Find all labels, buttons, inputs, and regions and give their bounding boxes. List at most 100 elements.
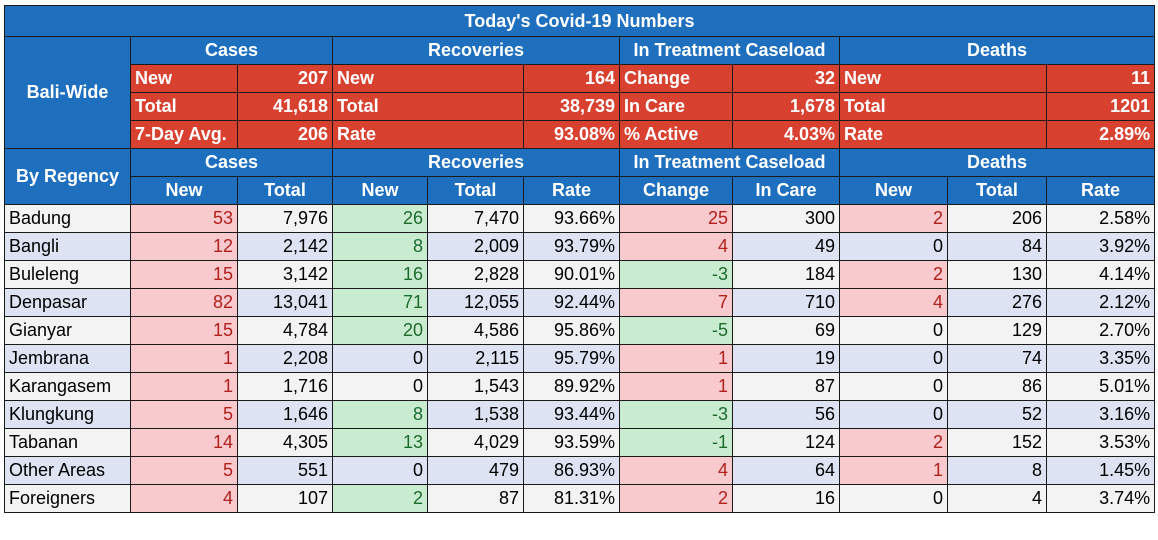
- data-cell: 2.70%: [1045, 316, 1156, 345]
- regency-group-header-row: By Regency Cases Recoveries In Treatment Ca…: [4, 148, 1156, 205]
- column-header: In Care: [732, 176, 840, 205]
- data-cell: -3: [619, 400, 733, 429]
- regency-name: Badung: [4, 204, 131, 233]
- data-cell: 81.31%: [523, 484, 620, 513]
- data-cell: 1,716: [237, 372, 333, 401]
- data-cell: 2,828: [427, 260, 524, 289]
- table-row: Jembrana 1 2,208 0 2,115 95.79% 1 19 0 74 3.35%: [4, 344, 1156, 373]
- data-cell: 2: [332, 484, 428, 513]
- column-header: New: [839, 176, 948, 205]
- data-cell: 8: [332, 400, 428, 429]
- data-cell: 0: [332, 372, 428, 401]
- regency-name: Gianyar: [4, 316, 131, 345]
- summary-value: 1201: [1045, 92, 1156, 121]
- table-row: Foreigners 4 107 2 87 81.31% 2 16 0 4 3.74%: [4, 484, 1156, 513]
- data-cell: 95.79%: [523, 344, 620, 373]
- table-row: Other Areas 5 551 0 479 86.93% 4 64 1 8 1.45%: [4, 456, 1156, 485]
- data-cell: 2: [839, 428, 948, 457]
- data-cell: -3: [619, 260, 733, 289]
- summary-label: 7-Day Avg.: [130, 120, 238, 149]
- data-cell: -1: [619, 428, 733, 457]
- data-cell: 7,976: [237, 204, 333, 233]
- regency-name: Bangli: [4, 232, 131, 261]
- data-cell: 7: [619, 288, 733, 317]
- regency-name: Klungkung: [4, 400, 131, 429]
- data-cell: 124: [732, 428, 840, 457]
- table-row: Gianyar 15 4,784 20 4,586 95.86% -5 69 0 129 2.70%: [4, 316, 1156, 345]
- data-cell: 15: [130, 316, 238, 345]
- bali-summary-row: Total 41,618 Total 38,739 In Care 1,678 Total 1…: [5, 92, 1156, 121]
- bali-summary-row: New 207 New 164 Change 32 New 11: [5, 64, 1156, 93]
- data-cell: 2: [839, 204, 948, 233]
- data-cell: 2: [619, 484, 733, 513]
- data-cell: 20: [332, 316, 428, 345]
- data-cell: 4: [130, 484, 238, 513]
- bali-group-header-row: Bali-Wide Cases Recoveries In Treatment Cas…: [4, 36, 1156, 149]
- column-header: Rate: [1045, 176, 1156, 205]
- summary-label: Total: [332, 92, 524, 121]
- table-row: Klungkung 5 1,646 8 1,538 93.44% -3 56 0 52 3.16%: [4, 400, 1156, 429]
- data-cell: 1: [619, 372, 733, 401]
- data-cell: 0: [839, 484, 948, 513]
- data-cell: 56: [732, 400, 840, 429]
- data-cell: 4,586: [427, 316, 524, 345]
- data-cell: 64: [732, 456, 840, 485]
- data-cell: 1: [130, 372, 238, 401]
- data-cell: 107: [237, 484, 333, 513]
- group-header: In Treatment Caseload: [619, 148, 840, 177]
- data-cell: 4,305: [237, 428, 333, 457]
- group-header: In Treatment Caseload: [619, 36, 840, 65]
- data-cell: 89.92%: [523, 372, 620, 401]
- data-cell: 0: [839, 372, 948, 401]
- data-cell: 2.58%: [1045, 204, 1156, 233]
- data-cell: -5: [619, 316, 733, 345]
- summary-label: Total: [130, 92, 238, 121]
- data-cell: 0: [839, 316, 948, 345]
- data-cell: 16: [332, 260, 428, 289]
- summary-label: Rate: [839, 120, 1047, 149]
- data-cell: 0: [332, 344, 428, 373]
- data-cell: 710: [732, 288, 840, 317]
- table-row: Buleleng 15 3,142 16 2,828 90.01% -3 184 2 130 4.1…: [4, 260, 1156, 289]
- data-cell: 2,142: [237, 232, 333, 261]
- data-cell: 2,208: [237, 344, 333, 373]
- data-cell: 3.53%: [1045, 428, 1156, 457]
- summary-label: Total: [839, 92, 1047, 121]
- data-cell: 15: [130, 260, 238, 289]
- data-cell: 276: [947, 288, 1047, 317]
- data-cell: 4: [619, 456, 733, 485]
- data-cell: 184: [732, 260, 840, 289]
- data-cell: 74: [947, 344, 1047, 373]
- summary-value: 1,678: [732, 92, 840, 121]
- table-row: Tabanan 14 4,305 13 4,029 93.59% -1 124 2 152 3.53…: [4, 428, 1156, 457]
- table-body: Today's Covid-19 Numbers Bali-Wide Cases R…: [3, 5, 1156, 513]
- column-header: Total: [947, 176, 1047, 205]
- data-cell: 12: [130, 232, 238, 261]
- data-cell: 71: [332, 288, 428, 317]
- data-cell: 25: [619, 204, 733, 233]
- data-cell: 551: [237, 456, 333, 485]
- data-cell: 206: [947, 204, 1047, 233]
- data-cell: 129: [947, 316, 1047, 345]
- column-header: New: [130, 176, 238, 205]
- data-cell: 4: [947, 484, 1047, 513]
- regency-name: Foreigners: [4, 484, 131, 513]
- data-cell: 95.86%: [523, 316, 620, 345]
- data-cell: 93.44%: [523, 400, 620, 429]
- summary-value: 164: [523, 64, 620, 93]
- regency-name: Jembrana: [4, 344, 131, 373]
- summary-label: New: [332, 64, 524, 93]
- summary-value: 4.03%: [732, 120, 840, 149]
- data-cell: 0: [839, 344, 948, 373]
- data-cell: 26: [332, 204, 428, 233]
- data-cell: 5.01%: [1045, 372, 1156, 401]
- regency-name: Karangasem: [4, 372, 131, 401]
- group-header: Deaths: [838, 148, 1156, 177]
- data-cell: 1: [839, 456, 948, 485]
- data-cell: 92.44%: [523, 288, 620, 317]
- bali-summary-row: 7-Day Avg. 206 Rate 93.08%% Active 4.03% Rate…: [5, 120, 1156, 149]
- summary-label: In Care: [619, 92, 733, 121]
- column-header: Total: [237, 176, 333, 205]
- summary-value: 207: [237, 64, 333, 93]
- data-cell: 4,784: [237, 316, 333, 345]
